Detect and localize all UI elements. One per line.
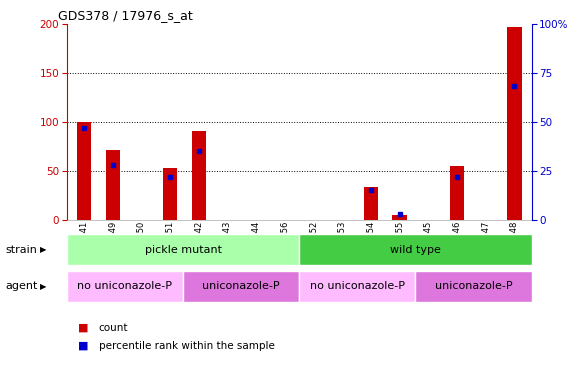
Text: percentile rank within the sample: percentile rank within the sample xyxy=(99,341,275,351)
Text: uniconazole-P: uniconazole-P xyxy=(435,281,512,291)
Bar xyxy=(192,131,206,220)
Bar xyxy=(364,187,378,220)
Bar xyxy=(299,271,415,302)
Bar xyxy=(450,166,464,220)
Text: GDS378 / 17976_s_at: GDS378 / 17976_s_at xyxy=(58,9,193,22)
Text: uniconazole-P: uniconazole-P xyxy=(202,281,280,291)
Bar xyxy=(507,27,522,220)
Bar xyxy=(392,215,407,220)
Text: strain: strain xyxy=(6,245,38,255)
Bar xyxy=(415,271,532,302)
Text: wild type: wild type xyxy=(390,245,441,255)
Bar xyxy=(67,271,183,302)
Text: ■: ■ xyxy=(78,341,89,351)
Text: pickle mutant: pickle mutant xyxy=(145,245,221,255)
Text: no uniconazole-P: no uniconazole-P xyxy=(77,281,173,291)
Bar xyxy=(67,234,299,265)
Text: no uniconazole-P: no uniconazole-P xyxy=(310,281,405,291)
Text: ▶: ▶ xyxy=(40,282,47,291)
Bar xyxy=(77,122,91,220)
Text: agent: agent xyxy=(6,281,38,291)
Bar xyxy=(106,150,120,220)
Bar xyxy=(183,271,299,302)
Text: ▶: ▶ xyxy=(40,245,47,254)
Text: count: count xyxy=(99,322,128,333)
Bar xyxy=(163,168,177,220)
Bar xyxy=(299,234,532,265)
Text: ■: ■ xyxy=(78,322,89,333)
